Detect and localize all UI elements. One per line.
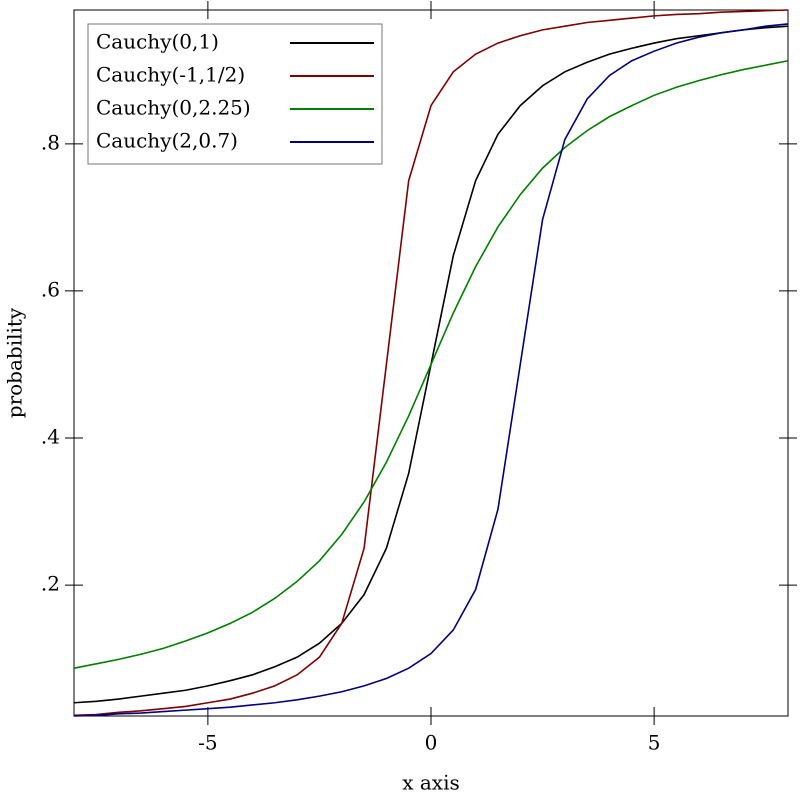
y-tick-label: .4 <box>41 425 60 449</box>
y-tick-label: .2 <box>41 572 60 596</box>
y-tick-label: .6 <box>41 277 60 301</box>
x-tick-label: 0 <box>425 731 438 755</box>
x-axis-label: x axis <box>402 771 460 795</box>
series-line <box>73 23 789 717</box>
legend-box <box>87 23 383 165</box>
series-line <box>73 59 789 669</box>
series-line <box>73 9 789 717</box>
y-tick-label: .8 <box>41 130 60 154</box>
legend-label: Cauchy(0,1) <box>96 30 219 54</box>
x-tick-label: -5 <box>198 731 217 755</box>
legend-label: Cauchy(-1,1/2) <box>96 63 245 87</box>
legend-label: Cauchy(2,0.7) <box>96 129 238 153</box>
y-axis-label: probability <box>3 307 27 418</box>
legend-label: Cauchy(0,2.25) <box>96 96 251 120</box>
x-tick-label: 5 <box>648 731 661 755</box>
